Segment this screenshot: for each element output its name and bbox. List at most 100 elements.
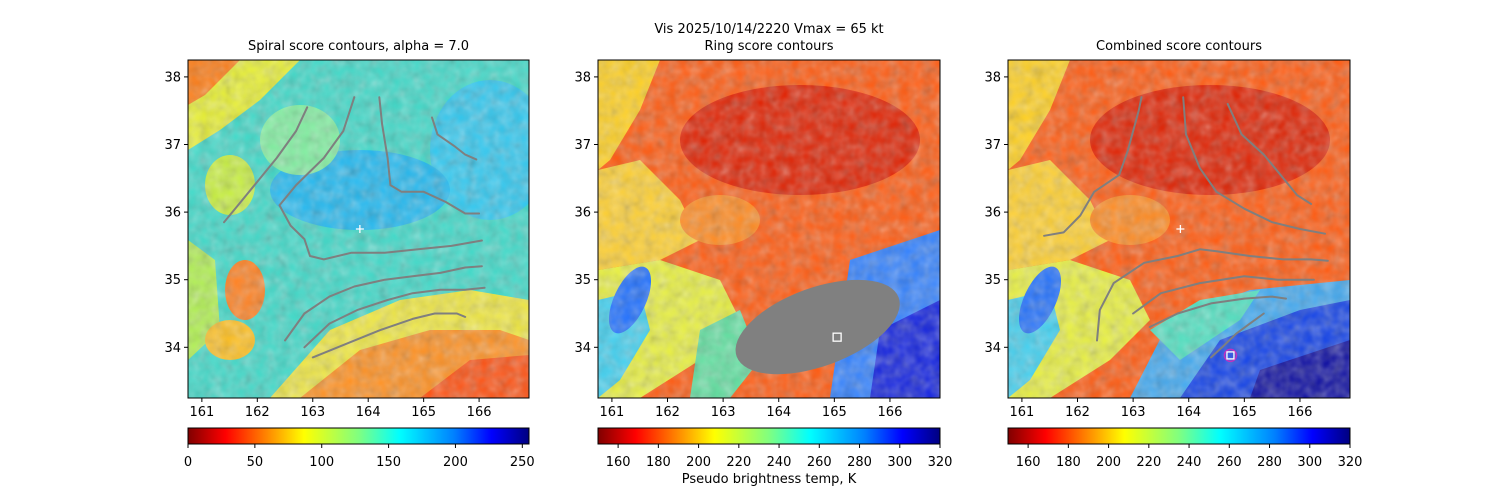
colorbar-tick-label: 280 <box>847 455 872 470</box>
y-tick-label: 35 <box>574 273 591 288</box>
x-tick-label: 165 <box>822 405 847 420</box>
contour-line <box>284 265 483 342</box>
y-tick-label: 37 <box>574 138 591 153</box>
contour-line <box>1132 275 1315 315</box>
contour-line <box>1210 312 1265 359</box>
spiral-contours <box>223 96 486 359</box>
colorbar-tick-label: 200 <box>443 455 468 470</box>
colorbar-tick-label: 160 <box>606 455 631 470</box>
colorbar-tick-label: 320 <box>928 455 953 470</box>
y-tick-label: 36 <box>574 206 591 221</box>
x-tick-label: 164 <box>356 405 381 420</box>
x-tick-label: 161 <box>599 405 624 420</box>
y-tick-label: 38 <box>574 70 591 85</box>
center-plus-marker <box>355 225 364 233</box>
contour-line <box>1182 96 1326 235</box>
x-tick-label: 162 <box>1065 405 1090 420</box>
spiral-markers <box>355 225 364 233</box>
colorbar-tick-label: 300 <box>887 455 912 470</box>
x-tick-label: 162 <box>655 405 680 420</box>
y-tick-label: 36 <box>164 206 181 221</box>
colorbar-ring: 160 180 200 220 240 260 280 300 320 <box>597 427 953 470</box>
colorbar-tick-label: 250 <box>510 455 535 470</box>
colorbar-tick-label: 280 <box>1257 455 1282 470</box>
colorbar-spiral: 0 50 100 150 200 250 <box>184 427 535 470</box>
contour-line <box>1096 248 1329 342</box>
combined-panel-title: Combined score contours <box>1096 39 1262 54</box>
colorbar-tick-label: 300 <box>1297 455 1322 470</box>
contour-line <box>378 96 481 215</box>
y-tick-label: 38 <box>984 70 1001 85</box>
y-tick-label: 37 <box>164 138 181 153</box>
colorbar-tick-label: 260 <box>807 455 832 470</box>
panel-spiral <box>188 60 529 398</box>
y-tick-label: 36 <box>984 206 1001 221</box>
colorbar-tick-label: 100 <box>309 455 334 470</box>
ring-panel-title: Ring score contours <box>704 39 834 54</box>
ring-markers <box>832 332 842 342</box>
contour-line <box>431 116 478 161</box>
x-tick-label: 164 <box>766 405 791 420</box>
colorbar-tick-label: 240 <box>767 455 792 470</box>
combined-axis-ticks: 161 162 163 164 165 166 34 35 36 37 38 <box>984 70 1312 420</box>
center-square-marker <box>832 332 842 342</box>
colorbar-tick-label: 180 <box>1056 455 1081 470</box>
combined-field <box>1008 60 1350 398</box>
combined-axes-frame <box>1007 59 1351 399</box>
colorbar-tick-label: 220 <box>1136 455 1161 470</box>
ring-axis-ticks: 161 162 163 164 165 166 34 35 36 37 38 <box>574 70 902 420</box>
panel-combined <box>1008 60 1350 398</box>
y-tick-label: 35 <box>984 273 1001 288</box>
x-tick-label: 163 <box>711 405 736 420</box>
contour-line <box>223 106 309 224</box>
x-tick-label: 166 <box>878 405 903 420</box>
panel-ring <box>598 60 940 398</box>
y-tick-label: 34 <box>574 341 591 356</box>
contour-line <box>1226 102 1313 205</box>
figure-suptitle: Vis 2025/10/14/2220 Vmax = 65 kt <box>654 22 884 37</box>
y-tick-label: 34 <box>164 341 181 356</box>
x-tick-label: 166 <box>467 405 492 420</box>
x-tick-label: 165 <box>1232 405 1257 420</box>
contour-line <box>1148 295 1287 328</box>
spiral-axes-frame <box>187 59 530 399</box>
colorbar-combined-ticks: 160 180 200 220 240 260 280 300 320 <box>1016 444 1363 470</box>
colorbar-tick-label: 0 <box>184 455 192 470</box>
colorbar-tick-label: 160 <box>1016 455 1041 470</box>
colorbar-spiral-ticks: 0 50 100 150 200 250 <box>184 444 535 470</box>
contour-line <box>303 286 486 349</box>
x-tick-label: 161 <box>189 405 214 420</box>
colorbar-tick-label: 50 <box>247 455 264 470</box>
colorbar-tick-label: 180 <box>646 455 671 470</box>
colorbar-label: Pseudo brightness temp, K <box>681 472 857 487</box>
y-tick-label: 38 <box>164 70 181 85</box>
colorbar-tick-label: 200 <box>1096 455 1121 470</box>
contour-line <box>278 96 483 261</box>
x-tick-label: 165 <box>411 405 436 420</box>
x-tick-label: 161 <box>1009 405 1034 420</box>
colorbar-tick-label: 320 <box>1338 455 1363 470</box>
final-circle-marker <box>1223 348 1238 363</box>
center-plus-marker <box>1176 225 1185 233</box>
ring-score-region <box>735 279 900 375</box>
colorbar-tick-label: 150 <box>376 455 401 470</box>
x-tick-label: 166 <box>1288 405 1313 420</box>
combined-markers <box>1176 225 1238 363</box>
ring-axes-frame <box>597 59 941 399</box>
colorbar-tick-label: 260 <box>1217 455 1242 470</box>
colorbar-ring-ticks: 160 180 200 220 240 260 280 300 320 <box>606 444 953 470</box>
contour-line <box>1043 96 1143 237</box>
contour-line <box>311 312 467 359</box>
colorbar-tick-label: 220 <box>726 455 751 470</box>
y-tick-label: 35 <box>164 273 181 288</box>
colorbar-tick-label: 200 <box>686 455 711 470</box>
x-tick-label: 164 <box>1176 405 1201 420</box>
spiral-field <box>188 60 529 398</box>
x-tick-label: 163 <box>1121 405 1146 420</box>
y-tick-label: 37 <box>984 138 1001 153</box>
final-square-marker <box>1226 351 1235 360</box>
colorbar-tick-label: 240 <box>1177 455 1202 470</box>
x-tick-label: 162 <box>245 405 270 420</box>
combined-contours <box>1043 96 1329 359</box>
